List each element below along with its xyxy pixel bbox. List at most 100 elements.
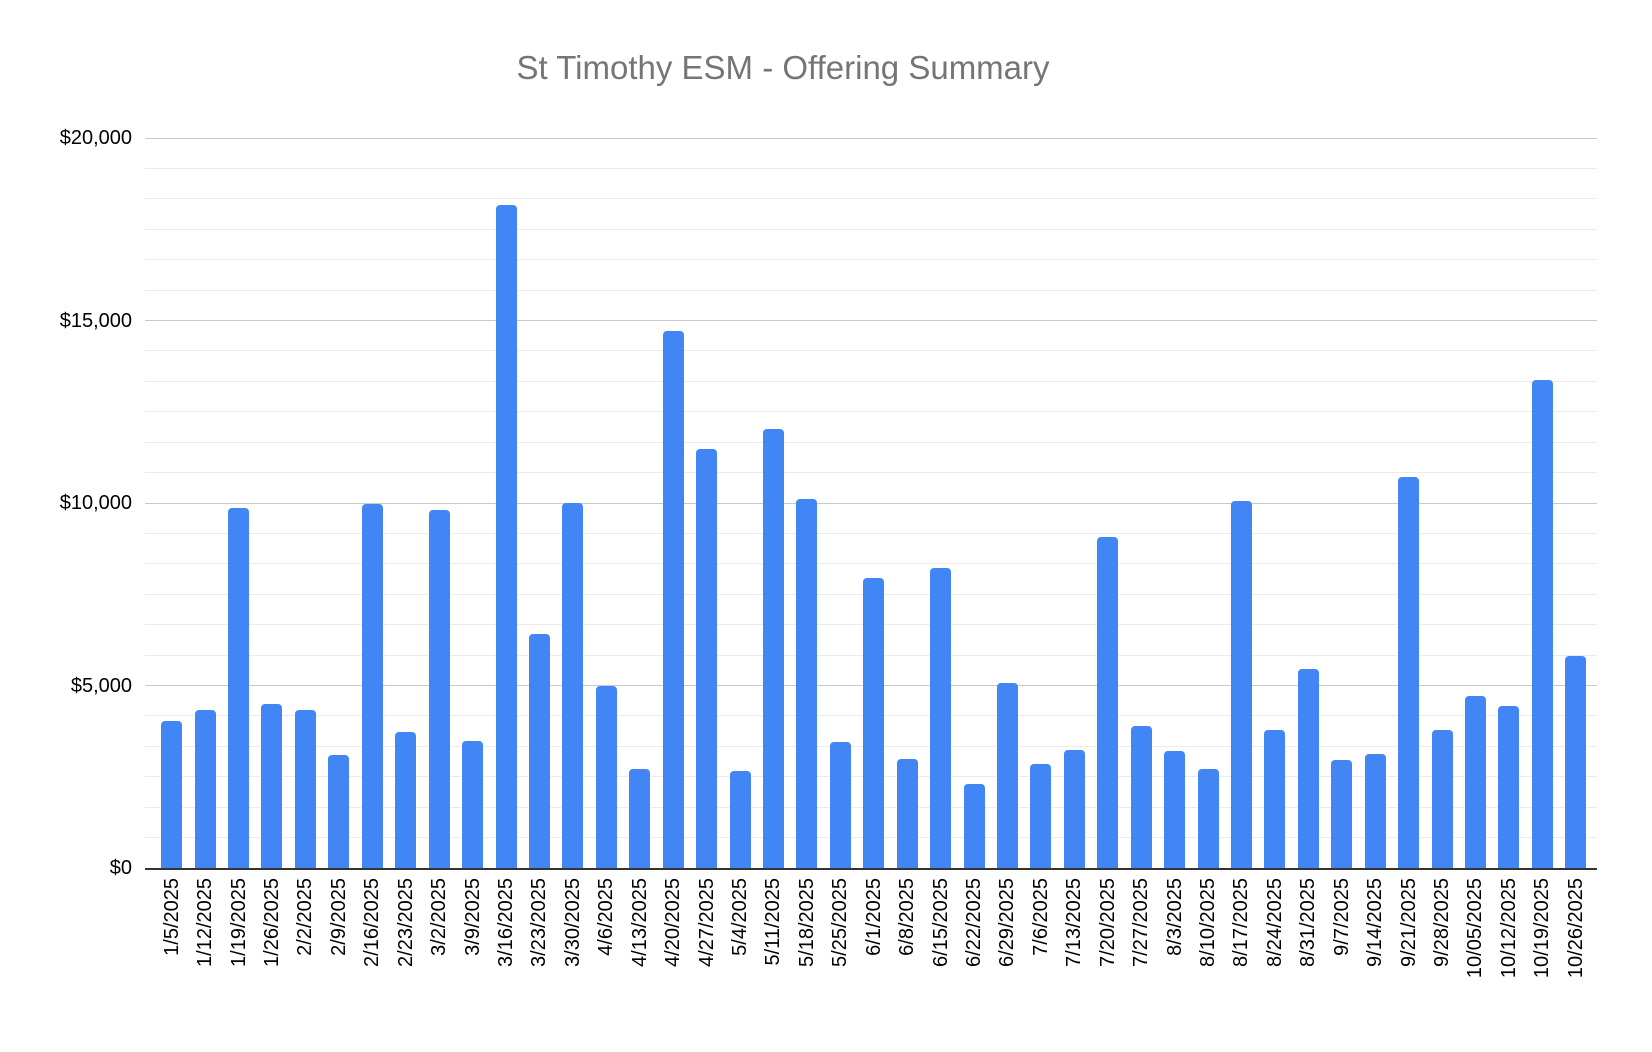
bar[interactable] xyxy=(562,503,584,868)
x-axis-label: 1/19/2025 xyxy=(227,878,250,967)
bar[interactable] xyxy=(462,740,484,868)
x-axis-label: 9/14/2025 xyxy=(1364,878,1387,967)
x-axis-label: 10/05/2025 xyxy=(1464,878,1487,979)
bar[interactable] xyxy=(1565,656,1587,868)
bar[interactable] xyxy=(361,503,383,868)
x-axis-label: 8/31/2025 xyxy=(1297,878,1320,967)
gridline-minor xyxy=(145,532,1597,534)
x-axis-label: 2/2/2025 xyxy=(294,878,317,956)
x-axis-label: 7/20/2025 xyxy=(1096,878,1119,967)
bar[interactable] xyxy=(1398,477,1420,868)
x-axis-label: 5/11/2025 xyxy=(762,878,785,966)
bar[interactable] xyxy=(1097,537,1119,868)
bar[interactable] xyxy=(161,720,183,868)
x-axis-label: 7/6/2025 xyxy=(1029,878,1052,956)
bar[interactable] xyxy=(261,704,283,868)
bar[interactable] xyxy=(696,448,718,868)
bar[interactable] xyxy=(1431,730,1453,868)
bar[interactable] xyxy=(1331,759,1353,868)
bar[interactable] xyxy=(528,634,550,868)
bar[interactable] xyxy=(328,754,350,868)
bar[interactable] xyxy=(963,784,985,868)
x-axis-label: 3/23/2025 xyxy=(528,878,551,967)
x-axis-label: 8/3/2025 xyxy=(1163,878,1186,956)
bar[interactable] xyxy=(1164,751,1186,868)
bar[interactable] xyxy=(1030,763,1052,868)
x-axis-label: 8/17/2025 xyxy=(1230,878,1253,967)
bar[interactable] xyxy=(1063,750,1085,868)
gridline-minor xyxy=(145,228,1597,230)
x-axis-label: 10/26/2025 xyxy=(1564,878,1587,979)
x-axis-label: 8/24/2025 xyxy=(1263,878,1286,967)
gridline-minor xyxy=(145,167,1597,169)
y-axis-tick-label: $5,000 xyxy=(70,674,132,697)
gridline-major xyxy=(145,137,1597,139)
y-axis-tick-label: $10,000 xyxy=(59,492,132,514)
gridline-minor xyxy=(145,380,1597,382)
bar[interactable] xyxy=(228,508,250,868)
bar[interactable] xyxy=(863,578,885,868)
x-axis-label: 2/16/2025 xyxy=(361,878,384,967)
gridline-minor xyxy=(145,411,1597,413)
chart-title: St Timothy ESM - Offering Summary xyxy=(516,49,1050,86)
bar[interactable] xyxy=(662,330,684,868)
bar[interactable] xyxy=(729,770,751,868)
bar[interactable] xyxy=(495,205,517,868)
bar[interactable] xyxy=(762,428,784,868)
x-axis-label: 4/6/2025 xyxy=(595,878,618,956)
bar[interactable] xyxy=(629,769,651,868)
bar[interactable] xyxy=(1464,696,1486,868)
y-axis-tick-label: $20,000 xyxy=(59,127,132,149)
x-axis-label: 7/27/2025 xyxy=(1130,878,1153,967)
gridline-minor xyxy=(145,289,1597,291)
bar[interactable] xyxy=(1197,769,1219,868)
x-axis-label: 1/5/2025 xyxy=(160,878,183,956)
x-axis-label: 9/28/2025 xyxy=(1431,878,1454,967)
x-axis-label: 1/26/2025 xyxy=(260,878,283,967)
bar[interactable] xyxy=(1230,500,1252,868)
x-axis-label: 9/21/2025 xyxy=(1397,878,1420,967)
x-axis-label: 3/30/2025 xyxy=(561,878,584,967)
x-axis-label: 3/2/2025 xyxy=(428,878,451,956)
x-axis-label: 3/16/2025 xyxy=(495,878,517,967)
x-axis-label: 10/19/2025 xyxy=(1531,878,1554,979)
bar[interactable] xyxy=(595,685,617,868)
y-axis-tick-label: $0 xyxy=(109,857,132,879)
gridline-minor xyxy=(145,259,1597,261)
y-axis-tick-label: $15,000 xyxy=(59,309,132,332)
x-axis-label: 8/10/2025 xyxy=(1197,878,1220,967)
x-axis-label: 4/27/2025 xyxy=(695,878,718,967)
bar[interactable] xyxy=(1297,669,1319,868)
bar[interactable] xyxy=(896,758,918,868)
x-axis-label: 6/15/2025 xyxy=(929,878,952,967)
x-axis-label: 6/8/2025 xyxy=(896,878,919,956)
x-axis-label: 4/20/2025 xyxy=(662,878,685,967)
bar[interactable] xyxy=(1264,730,1286,868)
x-axis-label: 6/22/2025 xyxy=(963,878,986,967)
x-axis-label: 6/29/2025 xyxy=(996,878,1019,967)
bar[interactable] xyxy=(1531,380,1553,868)
x-axis-label: 5/18/2025 xyxy=(795,878,818,967)
bar[interactable] xyxy=(1498,706,1520,868)
gridline-minor xyxy=(145,563,1597,565)
bar[interactable] xyxy=(294,709,316,868)
plot-area xyxy=(145,137,1597,870)
bar[interactable] xyxy=(428,510,450,868)
x-axis-baseline xyxy=(145,868,1597,870)
gridline-minor xyxy=(145,350,1597,352)
x-axis-label: 10/12/2025 xyxy=(1497,878,1520,979)
bar[interactable] xyxy=(930,568,952,868)
bar[interactable] xyxy=(996,682,1018,868)
bar[interactable] xyxy=(1364,753,1386,868)
bar[interactable] xyxy=(829,742,851,868)
x-axis-label: 1/12/2025 xyxy=(194,878,217,967)
bar[interactable] xyxy=(395,731,417,868)
bar[interactable] xyxy=(1130,726,1152,868)
bar[interactable] xyxy=(194,709,216,868)
x-axis-label: 2/23/2025 xyxy=(394,878,417,967)
x-axis-label: 5/25/2025 xyxy=(829,878,852,967)
gridline-major xyxy=(145,502,1597,504)
bar[interactable] xyxy=(796,498,818,868)
gridline-major xyxy=(145,320,1597,321)
